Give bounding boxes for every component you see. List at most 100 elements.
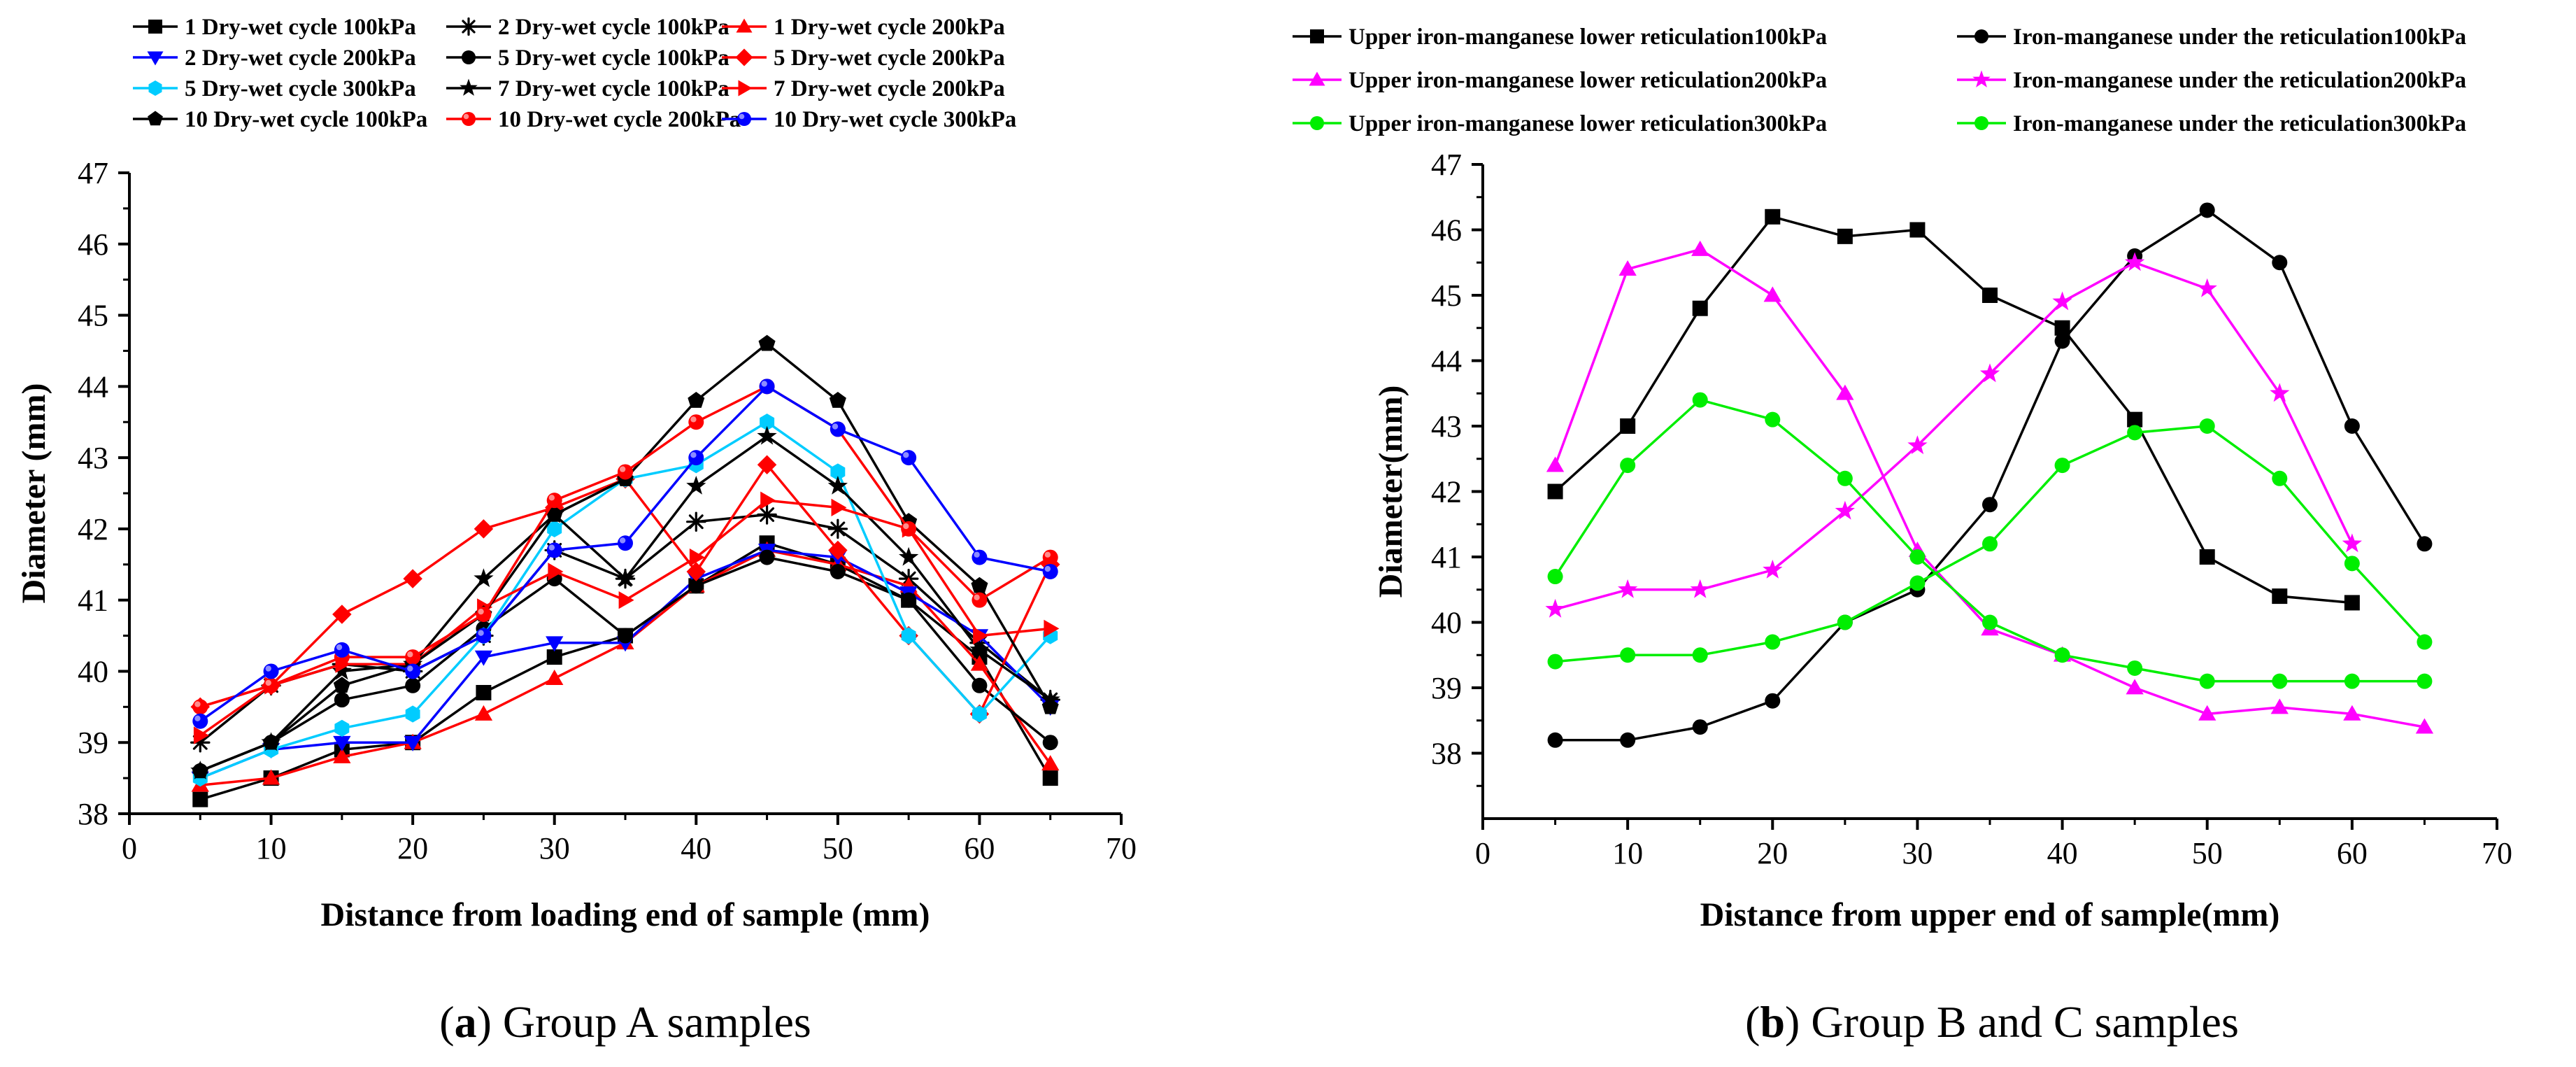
data-point [1837, 614, 1853, 630]
data-point [474, 650, 493, 666]
series-iron-manganese-under-the-reticulation200kpa [1545, 252, 2362, 618]
legend-swatch-marker [1310, 116, 1324, 130]
y-tick-label: 47 [78, 156, 108, 190]
data-point [1765, 209, 1781, 225]
data-point [2198, 705, 2216, 721]
legend: 1 Dry-wet cycle 100kPa 2 Dry-wet cycle 10… [133, 15, 1016, 132]
data-point [688, 392, 705, 408]
data-point [615, 568, 636, 588]
data-point [1763, 559, 1783, 579]
data-point [1765, 411, 1781, 427]
data-point-highlight [194, 701, 201, 707]
series-line [199, 556, 1051, 772]
data-point [2417, 673, 2433, 689]
legend-swatch-marker-highlight [463, 113, 469, 120]
x-tick-label: 70 [1106, 831, 1137, 865]
data-point [1909, 549, 1926, 565]
y-tick-label: 44 [78, 369, 108, 404]
data-point [901, 450, 917, 466]
data-point [689, 548, 705, 567]
data-point [618, 591, 634, 609]
data-point [2417, 634, 2433, 650]
data-point [1765, 693, 1781, 709]
data-point-highlight [690, 452, 697, 458]
data-point-highlight [336, 644, 343, 651]
legend-label: 10 Dry-wet cycle 100kPa [185, 107, 427, 132]
legend-swatch-marker [462, 50, 476, 64]
data-point [1837, 470, 1853, 486]
y-tick-label: 45 [78, 299, 108, 333]
panel-b-group-b-c-chart: 0 10 20 30 40 50 60 70 38 39 40 41 42 43 44 45 46 47 Dista… [1293, 24, 2512, 1047]
legend-label: 10 Dry-wet cycle 200kPa [498, 107, 741, 132]
data-point [1692, 392, 1708, 408]
legend-swatch-marker [462, 112, 476, 126]
data-point-highlight [903, 452, 909, 458]
legend-label: 5 Dry-wet cycle 300kPa [185, 76, 416, 101]
data-point [192, 699, 208, 715]
data-point [686, 562, 706, 581]
data-point-body [1042, 549, 1058, 565]
legend-item: Iron-manganese under the reticulation300… [1957, 111, 2466, 136]
legend-swatch-marker [737, 112, 751, 126]
data-point [1547, 569, 1563, 585]
data-point [547, 520, 562, 537]
data-point [2344, 418, 2360, 434]
legend-item: 5 Dry-wet cycle 100kPa [446, 45, 730, 71]
data-point [970, 655, 989, 671]
data-point [1836, 384, 1854, 400]
data-point [971, 577, 988, 593]
legend-item: 10 Dry-wet cycle 300kPa [722, 107, 1016, 132]
legend-label: Iron-manganese under the reticulation100… [2013, 24, 2466, 50]
data-point [1546, 456, 1565, 472]
y-tick-label: 43 [78, 441, 108, 475]
data-point-body [901, 450, 917, 466]
data-point [686, 511, 706, 532]
legend-item: 1 Dry-wet cycle 100kPa [133, 15, 416, 40]
data-point [757, 455, 777, 474]
data-point [1620, 458, 1636, 474]
data-point [476, 628, 492, 644]
legend-item: Iron-manganese under the reticulation200… [1957, 68, 2466, 93]
data-point-body [618, 464, 633, 480]
x-tick-label: 60 [964, 831, 995, 865]
data-point-highlight [194, 715, 201, 722]
data-point [2127, 660, 2143, 676]
data-point [474, 705, 493, 721]
y-axis-label: Diameter(mm) [1372, 386, 1409, 598]
legend-swatch-marker [147, 51, 164, 66]
data-point [2125, 252, 2145, 271]
data-point [2272, 673, 2288, 689]
data-point [334, 692, 350, 708]
data-point [2417, 536, 2433, 552]
data-point [1982, 288, 1998, 303]
data-point [1982, 614, 1998, 630]
legend-swatch-marker [148, 80, 162, 96]
data-point [2272, 255, 2288, 271]
data-point [899, 546, 919, 566]
y-tick-label: 46 [78, 227, 108, 262]
x-tick-label: 40 [2047, 836, 2078, 870]
data-point-body [972, 592, 988, 608]
legend-label: 1 Dry-wet cycle 100kPa [185, 15, 416, 40]
data-point-body [192, 713, 208, 729]
data-point [334, 719, 350, 737]
data-point [2270, 698, 2289, 714]
y-tick-label: 47 [1431, 148, 1462, 182]
legend-swatch-marker-highlight [739, 113, 745, 120]
legend-swatch-marker [148, 20, 162, 34]
x-tick-label: 50 [2192, 836, 2223, 870]
data-point [2127, 425, 2143, 441]
legend-label: 7 Dry-wet cycle 100kPa [498, 76, 730, 101]
x-tick-label: 10 [256, 831, 287, 865]
data-point [759, 549, 775, 565]
data-point [546, 493, 562, 509]
caption-text: Group B and C samples [1811, 997, 2239, 1047]
y-tick-label: 38 [78, 797, 108, 831]
caption-letter: b [1760, 997, 1785, 1047]
legend-swatch-marker-body [462, 112, 476, 126]
data-point [1909, 222, 1926, 238]
data-point [1547, 483, 1563, 500]
data-point [474, 568, 494, 588]
legend-label: 5 Dry-wet cycle 200kPa [774, 45, 1005, 71]
panel-caption: (a) Group A samples [439, 997, 811, 1047]
